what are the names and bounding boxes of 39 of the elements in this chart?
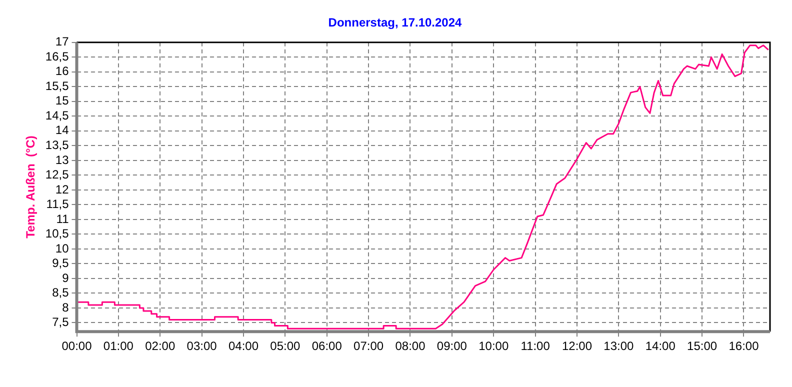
y-tick-label: 15,5: [45, 78, 70, 93]
x-tick-label: 16:00: [728, 339, 760, 354]
y-tick-label: 11,5: [46, 197, 70, 212]
x-tick-label: 00:00: [62, 339, 92, 354]
x-tick-label: 03:00: [186, 339, 218, 354]
y-tick-label: 14: [55, 123, 70, 138]
chart-title: Donnerstag, 17.10.2024: [328, 16, 462, 30]
y-axis-title: Temp. Außen (°C): [24, 136, 38, 238]
y-tick-label: 11: [56, 212, 70, 226]
y-tick-label: 7,5: [52, 315, 70, 330]
x-tick-label: 09:00: [436, 339, 468, 354]
y-tick-label: 17: [55, 34, 70, 49]
y-tick-label: 9: [62, 270, 70, 285]
x-tick-label: 02:00: [145, 339, 176, 354]
y-tick-label: 12: [55, 182, 70, 196]
x-tick-label: 08:00: [395, 339, 426, 354]
y-tick-label: 13: [55, 152, 70, 167]
x-tick-label: 05:00: [270, 339, 301, 354]
y-tick-label: 12,5: [45, 168, 70, 182]
y-tick-label: 14,5: [45, 108, 70, 122]
x-tick-label: 14:00: [645, 339, 676, 354]
x-tick-label: 10:00: [478, 339, 509, 354]
y-tick-label: 10,5: [45, 226, 70, 241]
y-tick-label: 16: [55, 64, 70, 78]
y-tick-label: 8: [62, 300, 70, 314]
y-tick-label: 15: [55, 94, 70, 108]
x-tick-label: 15:00: [687, 339, 718, 354]
x-tick-label: 07:00: [354, 339, 384, 354]
y-tick-label: 10: [55, 241, 70, 256]
y-tick-label: 8,5: [52, 286, 70, 300]
y-tick-label: 16,5: [45, 49, 70, 64]
x-tick-label: 04:00: [228, 339, 259, 354]
x-tick-label: 11:00: [520, 339, 550, 354]
x-tick-label: 06:00: [312, 339, 342, 354]
x-tick-label: 01:00: [103, 339, 134, 354]
x-tick-label: 13:00: [604, 339, 634, 354]
y-tick-label: 13,5: [45, 138, 70, 152]
y-tick-label: 9,5: [52, 256, 70, 270]
x-tick-label: 12:00: [562, 339, 592, 354]
